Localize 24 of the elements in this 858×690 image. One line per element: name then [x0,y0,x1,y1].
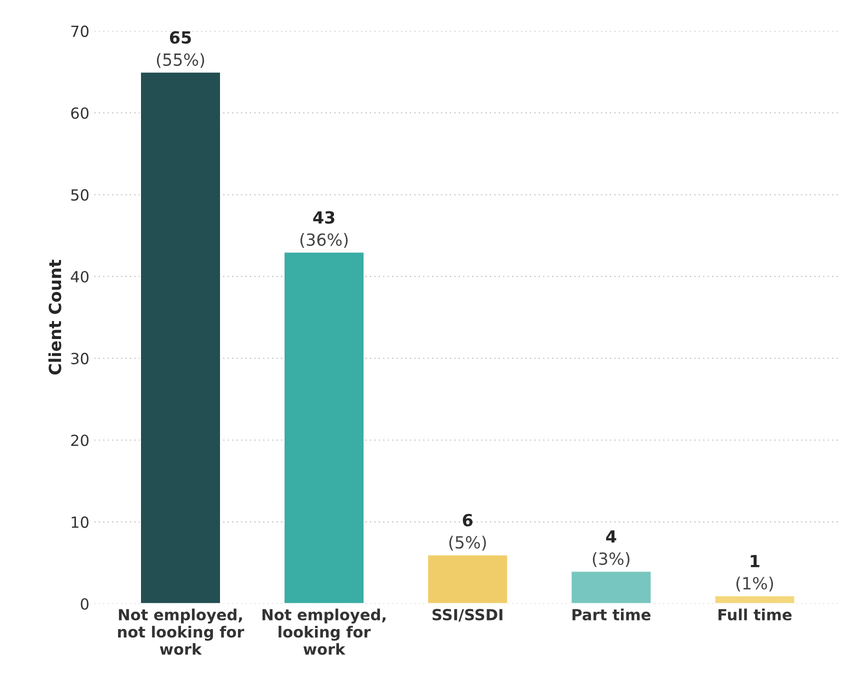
data-label: 65 (55%) [156,31,204,68]
x-tick-label: Not employed, looking for work [262,608,386,655]
bar [570,570,652,604]
x-tick-label: Not employed, not looking for work [118,608,244,655]
bar [714,594,796,604]
y-tick-label: 0 [80,598,89,610]
y-tick-label: 20 [71,434,89,446]
y-tick-label: 70 [71,26,89,38]
y-tick-label: 50 [71,189,89,201]
y-tick-label: 60 [71,107,89,119]
y-tick-label: 30 [71,352,89,364]
x-tick-label: Full time [718,608,792,620]
y-axis-title: Client Count [48,260,62,375]
bar [426,554,508,604]
y-tick-label: 10 [72,516,89,528]
y-tick-label: 40 [70,270,89,283]
data-label: 1 (1%) [736,554,773,592]
bar [140,71,222,604]
data-label: 43 (36%) [300,211,348,248]
data-label: 6 (5%) [449,514,486,551]
data-label: 4 (3%) [592,530,630,567]
x-tick-label: Part time [572,608,650,620]
x-tick-label: SSI/SSDI [432,608,502,622]
bar [283,251,365,604]
